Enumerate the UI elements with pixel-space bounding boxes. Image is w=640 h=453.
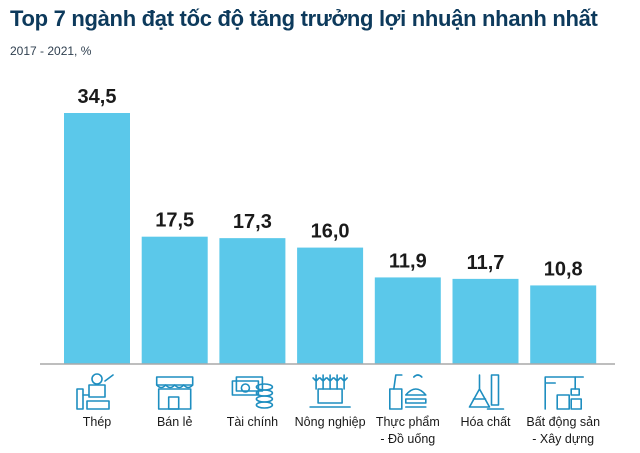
data-label: 17,5 (155, 210, 194, 232)
data-label: 11,7 (467, 252, 505, 274)
farm-crops-icon (309, 374, 351, 408)
chart-title: Top 7 ngành đạt tốc độ tăng trưởng lợi n… (10, 6, 598, 31)
bar (141, 236, 208, 364)
category-label: Tài chính (227, 415, 278, 429)
bar (219, 238, 286, 364)
storefront-icon (155, 376, 194, 410)
bar (452, 278, 519, 364)
steel-worker-icon (76, 373, 114, 410)
category-label: Hóa chất (460, 415, 511, 429)
data-label: 11,9 (389, 250, 427, 272)
category-label: Nông nghiệp (295, 415, 366, 429)
data-label: 16,0 (311, 221, 350, 243)
data-label: 10,8 (544, 258, 583, 280)
category-label: Thép (83, 415, 112, 429)
data-label: 17,3 (233, 211, 272, 233)
chart-subtitle: 2017 - 2021, % (10, 44, 92, 58)
bar (374, 277, 441, 364)
chemistry-flask-icon (468, 374, 505, 410)
bar (297, 247, 364, 364)
category-label: Thực phẩm (376, 415, 440, 429)
data-label: 34,5 (78, 86, 117, 108)
food-drink-icon (388, 374, 427, 410)
category-label: Bất động sản (526, 415, 600, 429)
category-label: - Xây dựng (532, 432, 594, 446)
bar (530, 285, 597, 364)
category-label: Bán lẻ (157, 415, 192, 429)
category-label: - Đồ uống (380, 432, 435, 446)
bar (64, 113, 130, 364)
construction-crane-icon (544, 376, 584, 410)
money-coins-icon (231, 376, 274, 409)
